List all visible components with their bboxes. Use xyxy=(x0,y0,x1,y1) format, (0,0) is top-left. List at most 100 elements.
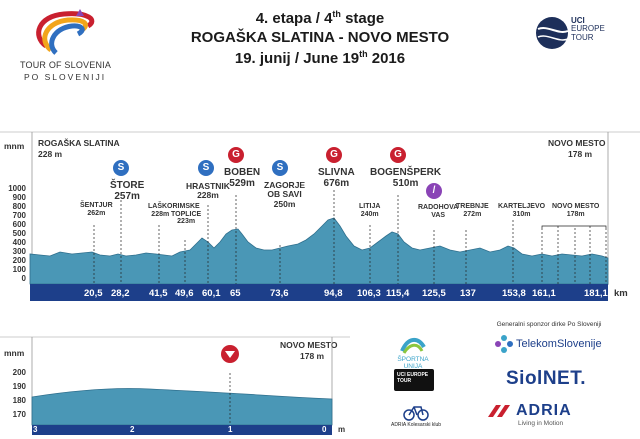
adria-club-label: ADRIA Kolesarski klub xyxy=(390,422,442,428)
finish-alt: 178 m xyxy=(568,149,593,159)
place-sentjur: ŠENTJUR 262m xyxy=(80,202,113,217)
tour-logo: TOUR OF SLOVENIA PO SLOVENIJI xyxy=(18,6,128,82)
km-mark: 49,6 xyxy=(175,288,194,299)
y-tick: 200 xyxy=(12,256,26,265)
place-boben: BOBEN 529m xyxy=(224,167,261,189)
y-tick: 500 xyxy=(12,229,26,238)
place-novo: NOVO MESTO 178m xyxy=(552,203,600,218)
y-tick: 800 xyxy=(12,202,26,211)
date-title: 19. junij / June 19th 2016 xyxy=(234,49,406,67)
place-trebnje: TREBNJE 272m xyxy=(456,203,489,218)
sponsor-siol: SiolNET. xyxy=(506,368,587,389)
adria-label: ADRIA xyxy=(516,402,572,419)
uci-line1: UCI xyxy=(571,16,585,25)
km-mark: 115,4 xyxy=(386,288,410,299)
km-mark: 28,2 xyxy=(111,288,130,299)
km-guides xyxy=(93,190,607,284)
y-tick: 0 xyxy=(21,274,26,283)
place-slivna: SLIVNA 676m xyxy=(318,167,355,189)
y-tick: 100 xyxy=(12,265,26,274)
profile-graphic xyxy=(0,131,640,301)
km-mark: 41,5 xyxy=(149,288,168,299)
finale-y-tick: 170 xyxy=(12,410,26,419)
route-title: ROGAŠKA SLATINA - NOVO MESTO xyxy=(190,29,450,46)
sprint-marker-icon: S xyxy=(113,160,129,176)
place-radohova: RADOHOVA VAS xyxy=(418,204,459,219)
finale-km-mark: 0 xyxy=(322,425,327,434)
general-sponsor-caption: Generalni sponzor dirke Po Sloveniji xyxy=(496,321,602,328)
sportna-unija-icon xyxy=(400,338,426,354)
place-rimske: RIMSKE TOPLICE 223m xyxy=(171,203,202,226)
sponsor-adria-club: ADRIA Kolesarski klub xyxy=(390,403,442,437)
km-mark: 181,1 xyxy=(584,288,608,299)
sprint-marker-icon: S xyxy=(198,160,214,176)
km-mark: 20,5 xyxy=(84,288,103,299)
place-zagorje: ZAGORJE OB SAVI 250m xyxy=(264,180,306,209)
km-mark: 73,6 xyxy=(270,288,289,299)
km-mark: 161,1 xyxy=(532,288,556,299)
km-mark: 94,8 xyxy=(324,288,343,299)
start-name: ROGAŠKA SLATINA xyxy=(38,138,120,148)
profile-unit: mnm xyxy=(4,141,25,151)
place-store: ŠTORE 257m xyxy=(110,180,145,202)
adria-sub-label: Living in Motion xyxy=(518,420,564,427)
sponsor-sportna-unija: ŠPORTNA UNIJA xyxy=(388,333,438,370)
place-litija: LITIJA 240m xyxy=(359,203,381,218)
km-mark: 125,5 xyxy=(422,288,446,299)
climb-marker-icon: G xyxy=(326,147,342,163)
finale-chart: mnm NOVO MESTO 178 m 200 190 180 170 3 2… xyxy=(0,335,350,439)
km-mark: 137 xyxy=(460,288,476,299)
place-lasko: LAŠKO 228m xyxy=(148,203,173,218)
finish-triangle-icon xyxy=(225,351,235,358)
km-mark: 153,8 xyxy=(502,288,526,299)
special-marker-icon: / xyxy=(426,183,442,199)
km-unit: km xyxy=(614,288,628,299)
telekom-icon xyxy=(495,335,513,353)
climb-marker-icon: G xyxy=(228,147,244,163)
uci-globe-icon xyxy=(536,17,569,49)
finale-km-mark: 1 xyxy=(228,425,233,434)
tour-logo-swirl-icon xyxy=(36,9,95,55)
logo-sub: PO SLOVENIJI xyxy=(24,72,107,82)
stage-title: 4. etapa / 4th stage xyxy=(255,9,385,27)
place-kartelijevo: KARTELJEVO 310m xyxy=(498,203,546,218)
uci-logo: UCI EUROPE TOUR xyxy=(534,13,614,53)
start-alt: 228 m xyxy=(38,149,63,159)
profile-chart: mnm ROGAŠKA SLATINA 228 m NOVO MESTO 178… xyxy=(0,130,640,305)
km-mark: 106,3 xyxy=(357,288,381,299)
finale-km-mark: 3 xyxy=(33,425,38,434)
y-tick: 400 xyxy=(12,238,26,247)
uci-line3: TOUR xyxy=(571,32,594,42)
finale-unit: mnm xyxy=(4,348,25,358)
place-hrastnik: HRASTNIK 228m xyxy=(186,181,230,201)
km-mark: 60,1 xyxy=(202,288,221,299)
y-tick: 1000 xyxy=(8,184,26,193)
y-tick: 300 xyxy=(12,247,26,256)
finale-y-tick: 200 xyxy=(12,368,26,377)
sportna-unija-label: ŠPORTNA UNIJA xyxy=(397,356,429,370)
finale-km-unit: m xyxy=(338,425,346,434)
y-tick: 700 xyxy=(12,211,26,220)
sponsor-telekom: TelekomSlovenije xyxy=(494,334,624,356)
adria-logo-icon xyxy=(488,405,510,417)
sprint-marker-icon: S xyxy=(272,160,288,176)
y-tick: 600 xyxy=(12,220,26,229)
finale-y-tick: 190 xyxy=(12,382,26,391)
sponsor-adria: ADRIA Living in Motion xyxy=(488,402,628,434)
place-bogensperk: BOGENŠPERK 510m xyxy=(370,167,442,189)
climb-marker-icon: G xyxy=(390,147,406,163)
logo-name: TOUR OF SLOVENIA xyxy=(20,60,112,70)
finale-y-tick: 180 xyxy=(12,396,26,405)
finish-name: NOVO MESTO xyxy=(548,138,606,148)
uci-line2: EUROPE xyxy=(571,24,605,34)
finale-finish-alt: 178 m xyxy=(300,351,325,361)
finale-graphic xyxy=(0,336,350,435)
telekom-label: TelekomSlovenije xyxy=(516,338,602,350)
uci-small-label: UCI EUROPE TOUR xyxy=(397,372,429,384)
bicycle-icon xyxy=(403,406,429,421)
finale-finish-name: NOVO MESTO xyxy=(280,340,338,350)
sponsor-uci-small: UCI EUROPE TOUR xyxy=(394,369,434,391)
km-mark: 65 xyxy=(230,288,241,299)
finale-km-mark: 2 xyxy=(130,425,135,434)
y-tick: 900 xyxy=(12,193,26,202)
